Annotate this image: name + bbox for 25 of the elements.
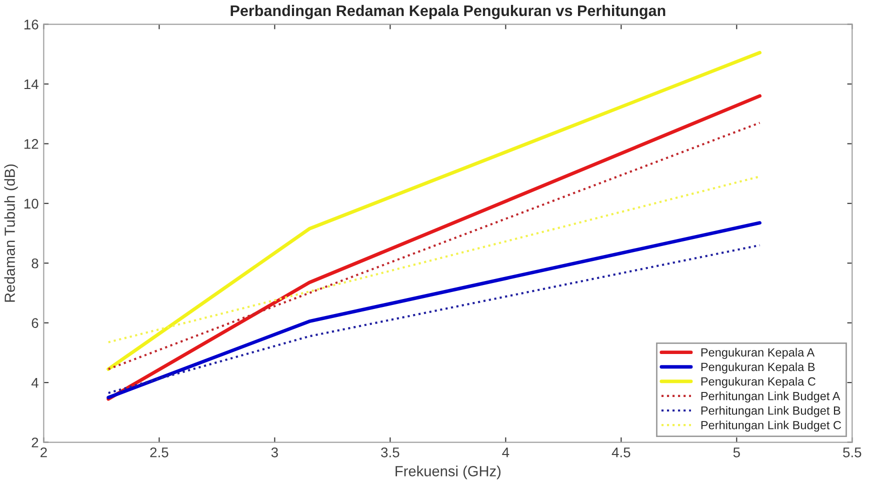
legend-label: Pengukuran Kepala A	[701, 348, 815, 359]
legend-label: Perhitungan Link Budget B	[701, 406, 840, 418]
y-tick-label: 14	[24, 79, 38, 90]
x-axis-title: Frekuensi (GHz)	[396, 466, 501, 480]
y-tick-label: 2	[32, 438, 38, 448]
x-tick-label: 5.5	[843, 448, 862, 458]
y-axis-title: Redaman Tubuh (dB)	[4, 164, 18, 302]
y-tick-label: 4	[31, 378, 38, 388]
legend-label: Perhitungan Link Budget A	[701, 392, 840, 403]
x-tick-label: 4.5	[612, 448, 630, 458]
legend-label: Pengukuran Kepala C	[701, 376, 816, 388]
x-tick-label: 5	[733, 448, 740, 458]
legend-label: Perhitungan Link Budget C	[701, 420, 842, 432]
y-tick-label: 8	[32, 258, 38, 268]
y-tick-label: 12	[24, 139, 38, 149]
legend-label: Pengukuran Kepala B	[701, 362, 815, 374]
x-tick-label: 4	[502, 448, 510, 458]
y-tick-label: 16	[24, 20, 38, 30]
x-tick-label: 2	[40, 447, 47, 458]
x-tick-label: 3	[271, 447, 278, 458]
y-tick-label: 6	[32, 318, 38, 328]
x-tick-label: 2.5	[150, 447, 168, 458]
y-tick-label: 10	[24, 198, 38, 209]
chart-title: Perbandingan Redaman Kepala Pengukuran vs Perhitungan	[230, 4, 666, 20]
x-tick-label: 3.5	[381, 447, 400, 458]
